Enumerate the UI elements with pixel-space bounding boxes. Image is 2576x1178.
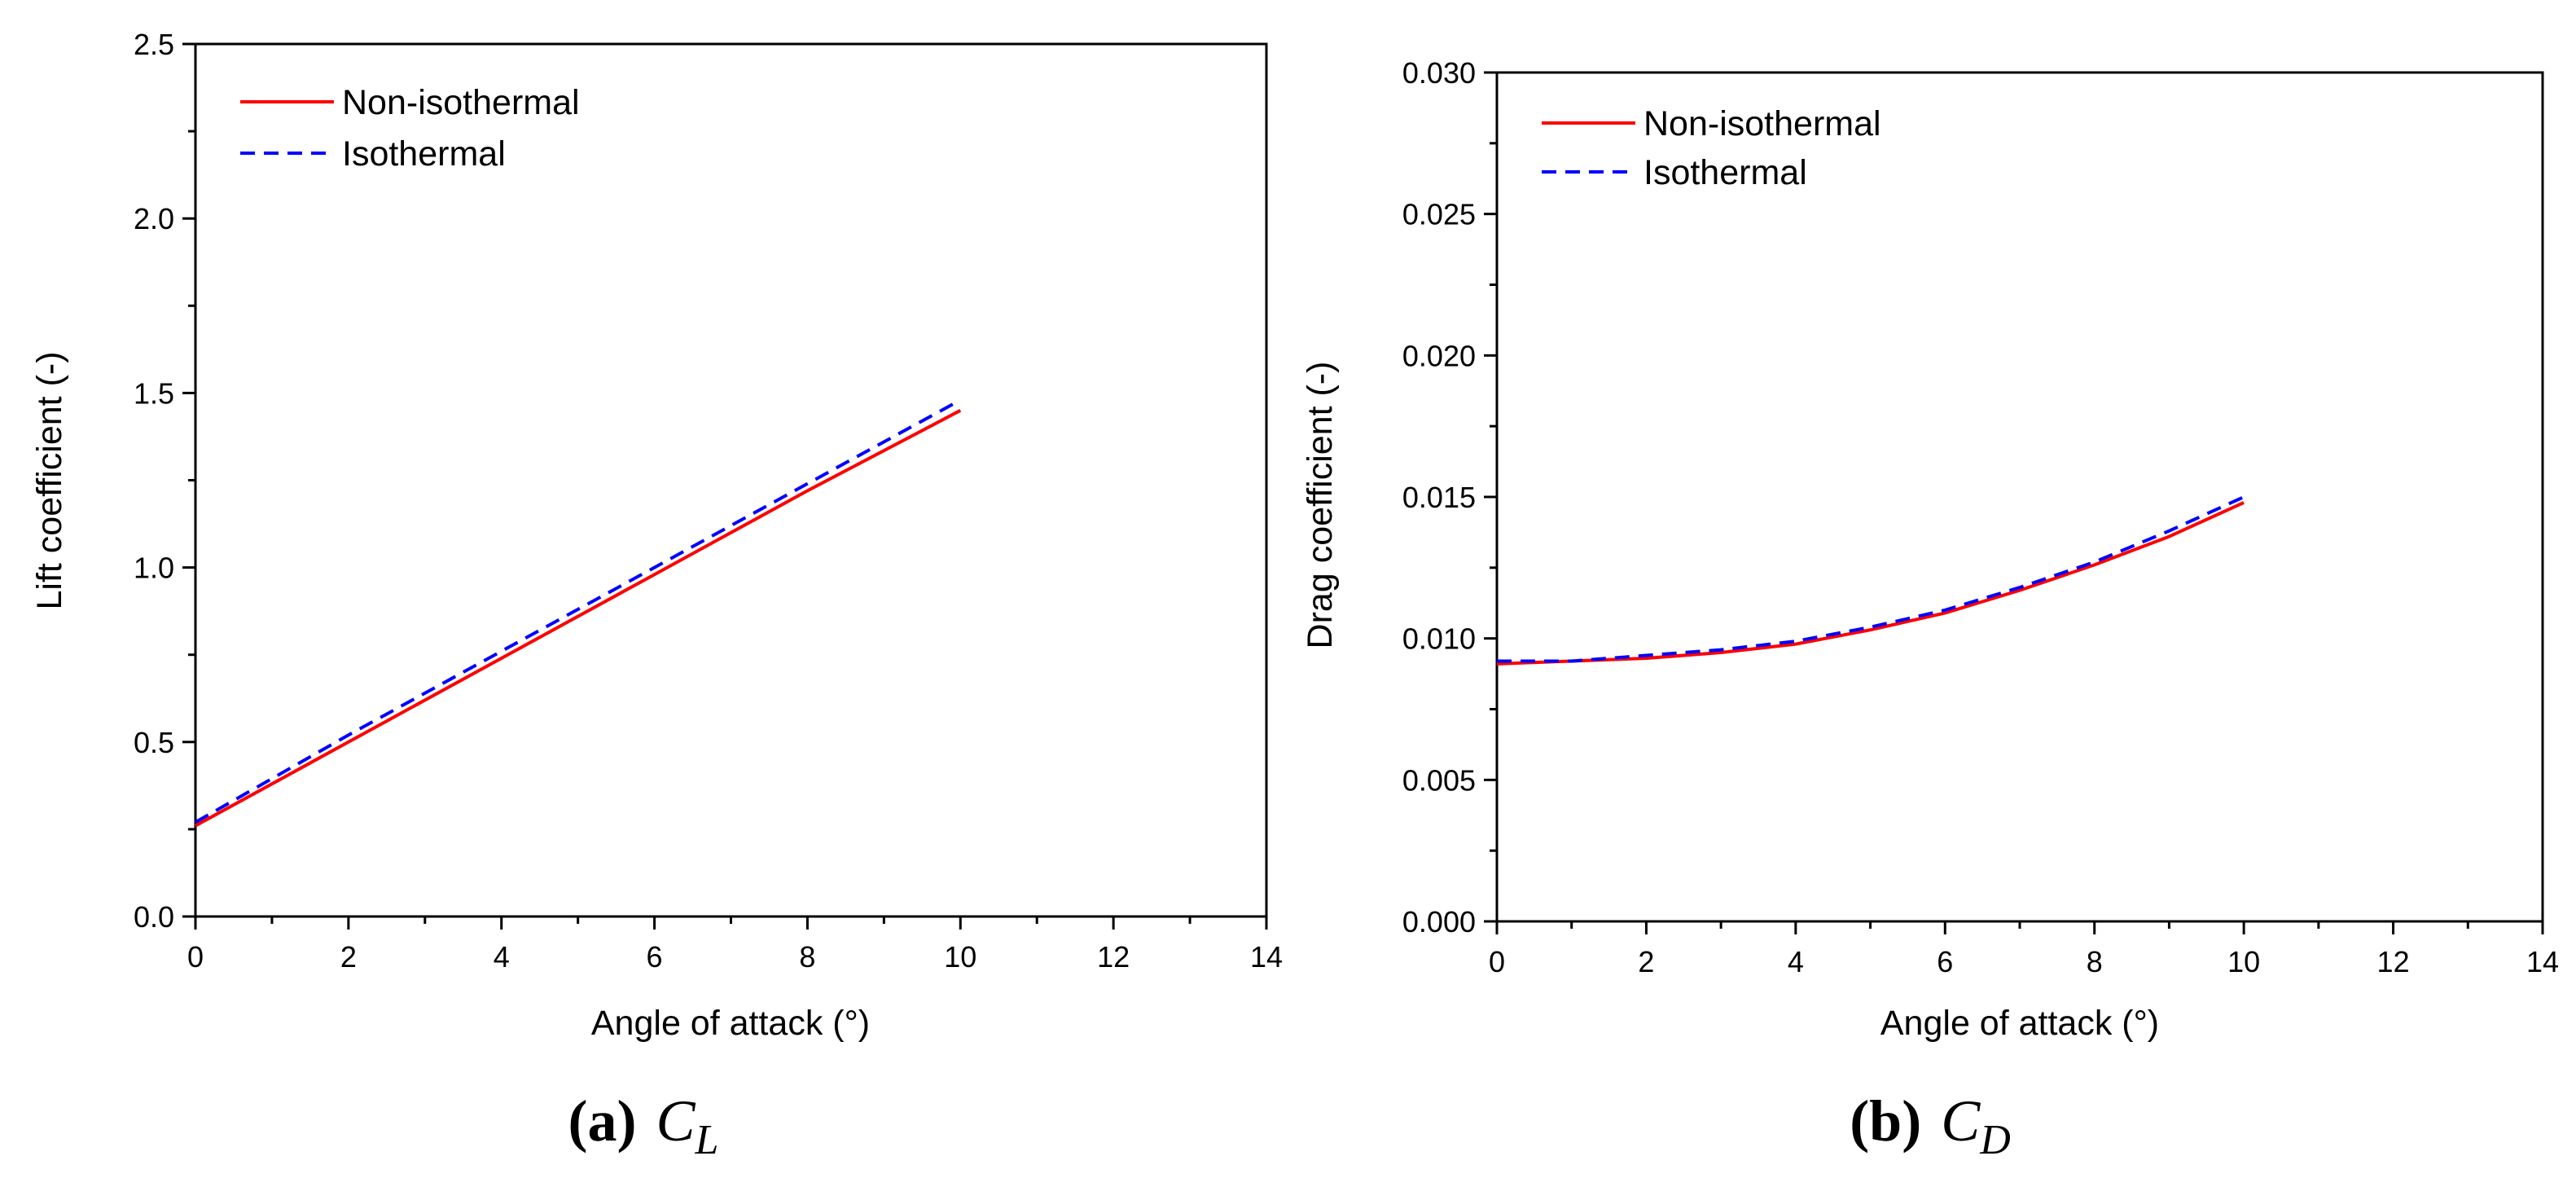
y-tick-label: 0.025 [1402,198,1476,231]
x-tick-label: 4 [494,940,510,974]
x-tick-label: 4 [1788,945,1804,978]
series-lines [1496,495,2245,666]
caption-symbol: C [1941,1088,1981,1154]
x-tick-label: 2 [1638,945,1654,978]
legend-label-non-isothermal: Non-isothermal [1643,104,1881,143]
caption-letter: (a) [568,1088,637,1154]
series-line-non-isothermal [1496,501,2245,666]
x-axis-ticks: 0 2 4 6 8 10 12 14 [1489,921,2559,978]
legend: Non-isothermal Isothermal [1542,104,1881,192]
x-tick-label: 14 [1250,940,1283,974]
caption-subscript: L [695,1117,719,1163]
x-tick-label: 10 [2227,945,2260,978]
x-tick-label: 12 [2377,945,2410,978]
x-tick-label: 0 [1489,945,1505,978]
y-tick-label: 0.005 [1402,763,1476,797]
x-tick-label: 2 [340,940,357,974]
y-tick-label: 0.000 [1402,905,1476,938]
y-tick-label: 1.0 [134,552,174,585]
x-tick-label: 6 [1937,945,1953,978]
x-tick-label: 6 [647,940,663,974]
y-tick-label: 1.5 [134,376,174,410]
x-axis-label: Angle of attack (°) [591,1004,870,1043]
x-tick-label: 8 [799,940,815,974]
y-axis-label: Drag coefficient (-) [1301,362,1340,649]
legend: Non-isothermal Isothermal [240,83,580,174]
series-lines [195,398,962,828]
legend-label-isothermal: Isothermal [342,134,506,174]
caption-letter: (b) [1850,1088,1921,1154]
caption-b: (b) CD [1850,1088,2011,1163]
y-axis-ticks: 0.000 0.005 0.010 0.015 0.020 0.025 0.030 [1402,56,1497,938]
legend-label-non-isothermal: Non-isothermal [342,83,580,122]
plot-frame [1495,71,2544,923]
x-tick-label: 12 [1097,940,1130,974]
y-axis-ticks: 0.0 0.5 1.0 1.5 2.0 2.5 [134,28,195,934]
y-tick-label: 0.5 [134,726,174,759]
y-tick-label: 0.030 [1402,56,1476,90]
series-line-isothermal [195,398,962,824]
caption-a: (a) CL [568,1088,719,1163]
caption-subscript: D [1979,1117,2011,1163]
chart-panel-lift: 0.0 0.5 1.0 1.5 2.0 2.5 0 2 4 6 8 10 12 14 Angle of … [30,28,1283,1163]
y-tick-label: 0.020 [1402,339,1476,372]
y-tick-label: 2.0 [134,202,174,235]
legend-label-isothermal: Isothermal [1643,153,1807,192]
plot-frame [194,42,1268,918]
y-tick-label: 0.0 [134,900,174,934]
x-tick-label: 0 [187,940,204,974]
chart-panel-drag: 0.000 0.005 0.010 0.015 0.020 0.025 0.030 0 2 4 6… [1301,56,2559,1163]
x-tick-label: 14 [2526,945,2559,978]
series-line-isothermal [1497,495,2245,663]
x-axis-label: Angle of attack (°) [1880,1004,2159,1043]
y-tick-label: 0.015 [1402,481,1476,514]
y-axis-label: Lift coefficient (-) [30,351,69,609]
caption-symbol: C [656,1088,696,1154]
x-tick-label: 8 [2087,945,2103,978]
x-axis-ticks: 0 2 4 6 8 10 12 14 [187,916,1283,974]
y-tick-label: 2.5 [134,28,174,61]
x-tick-label: 10 [944,940,976,974]
y-tick-label: 0.010 [1402,622,1476,656]
series-line-non-isothermal [195,409,962,828]
